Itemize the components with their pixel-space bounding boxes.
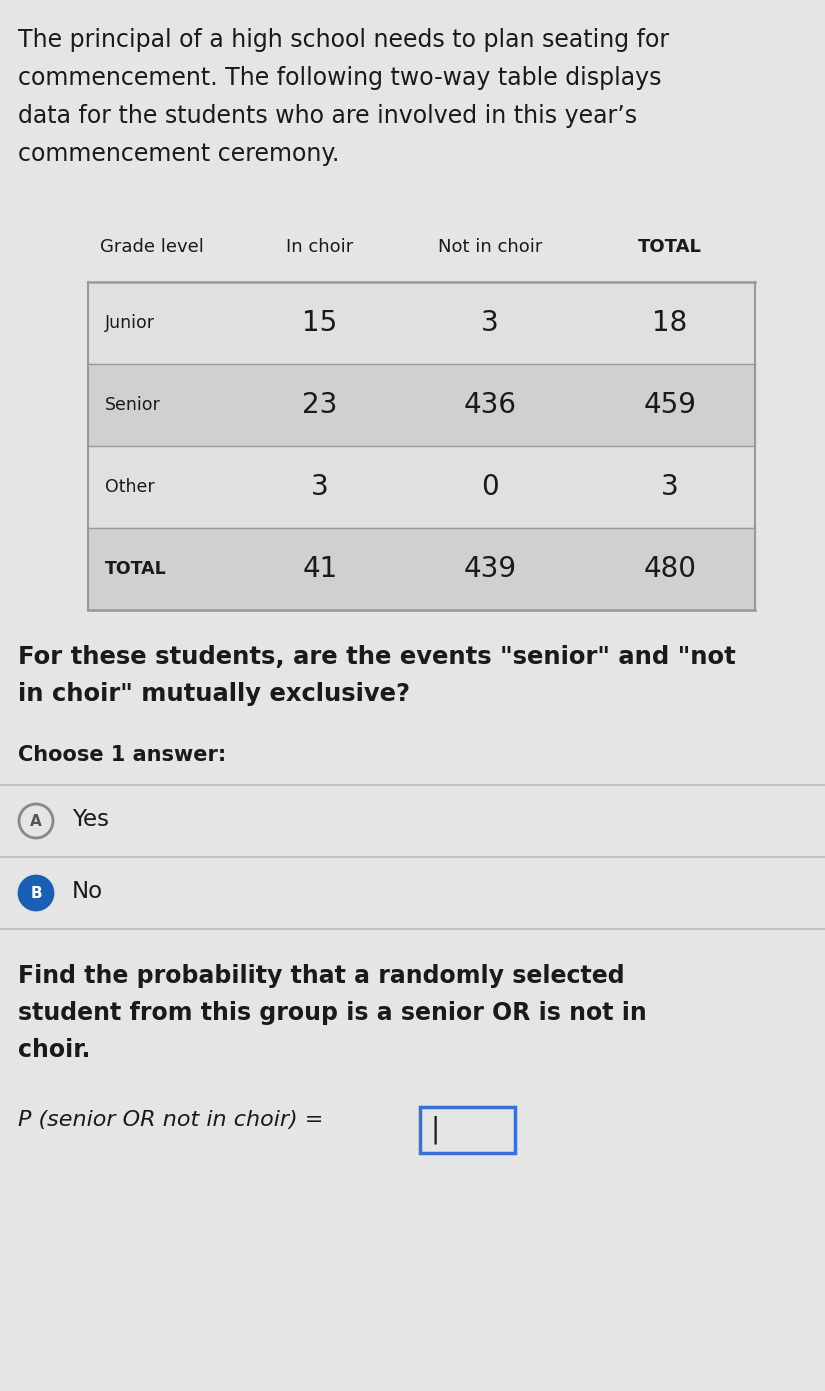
Text: 436: 436 bbox=[464, 391, 516, 419]
FancyBboxPatch shape bbox=[420, 1107, 515, 1153]
Text: Find the probability that a randomly selected: Find the probability that a randomly sel… bbox=[18, 964, 625, 988]
Text: Junior: Junior bbox=[105, 314, 155, 332]
Bar bbox=[88, 364, 755, 447]
Text: data for the students who are involved in this year’s: data for the students who are involved i… bbox=[18, 104, 637, 128]
Text: Choose 1 answer:: Choose 1 answer: bbox=[18, 746, 226, 765]
Text: 459: 459 bbox=[644, 391, 696, 419]
Text: Not in choir: Not in choir bbox=[438, 238, 542, 256]
Text: 3: 3 bbox=[311, 473, 329, 501]
Text: 439: 439 bbox=[464, 555, 516, 583]
Text: 3: 3 bbox=[481, 309, 499, 337]
Text: commencement ceremony.: commencement ceremony. bbox=[18, 142, 339, 166]
Text: 480: 480 bbox=[644, 555, 696, 583]
Text: student from this group is a senior OR is not in: student from this group is a senior OR i… bbox=[18, 1002, 647, 1025]
Text: No: No bbox=[72, 879, 103, 903]
Text: P (senior OR not in choir) =: P (senior OR not in choir) = bbox=[18, 1110, 323, 1129]
Text: A: A bbox=[31, 814, 42, 829]
Text: 41: 41 bbox=[303, 555, 337, 583]
Text: For these students, are the events "senior" and "not: For these students, are the events "seni… bbox=[18, 645, 736, 669]
Text: 23: 23 bbox=[302, 391, 337, 419]
Text: 3: 3 bbox=[661, 473, 679, 501]
Text: |: | bbox=[430, 1116, 439, 1145]
Text: commencement. The following two-way table displays: commencement. The following two-way tabl… bbox=[18, 65, 662, 90]
Text: 0: 0 bbox=[481, 473, 499, 501]
Text: The principal of a high school needs to plan seating for: The principal of a high school needs to … bbox=[18, 28, 669, 51]
Text: in choir" mutually exclusive?: in choir" mutually exclusive? bbox=[18, 682, 410, 707]
Bar bbox=[88, 447, 755, 529]
Text: Senior: Senior bbox=[105, 396, 161, 415]
Text: In choir: In choir bbox=[286, 238, 354, 256]
Text: choir.: choir. bbox=[18, 1038, 91, 1061]
Text: TOTAL: TOTAL bbox=[638, 238, 702, 256]
Text: Grade level: Grade level bbox=[100, 238, 204, 256]
Bar bbox=[88, 529, 755, 611]
Bar bbox=[88, 282, 755, 364]
Circle shape bbox=[19, 876, 53, 910]
Text: 18: 18 bbox=[653, 309, 687, 337]
Text: Other: Other bbox=[105, 479, 154, 497]
Text: B: B bbox=[31, 886, 42, 900]
Text: 15: 15 bbox=[303, 309, 337, 337]
Text: TOTAL: TOTAL bbox=[105, 561, 167, 579]
Text: Yes: Yes bbox=[72, 808, 109, 830]
